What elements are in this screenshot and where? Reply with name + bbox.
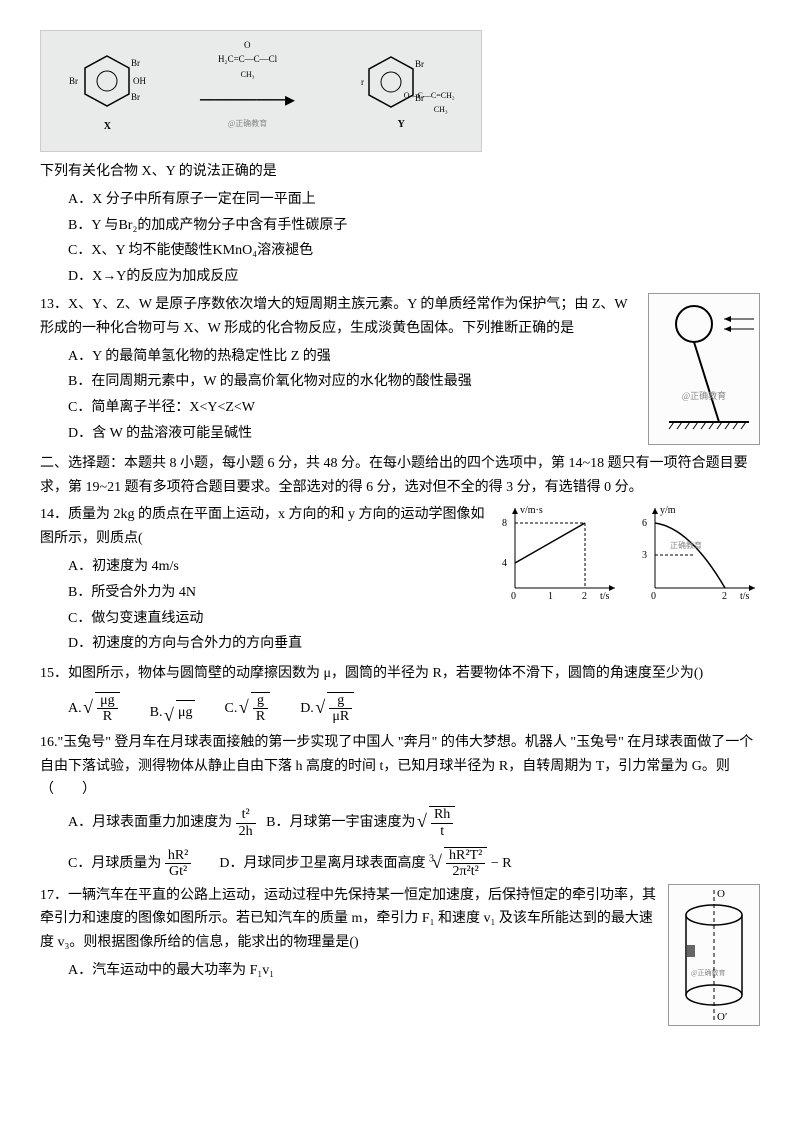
q15-opt-c: C. gR bbox=[225, 692, 271, 725]
q12-c-pre: C．X、Y 均不能使酸性 bbox=[68, 243, 213, 258]
g1-y8: 8 bbox=[502, 518, 507, 529]
reaction-arrow-block: O H₂C=C—C—Cl CH₃ ──────▸ @正确教育 bbox=[200, 52, 295, 130]
q12-c-tail: 溶液褪色 bbox=[257, 243, 313, 258]
q14-opt-d: D．初速度的方向与合外力的方向垂直 bbox=[68, 632, 760, 656]
q16-c-num: hR² bbox=[165, 848, 192, 864]
g1-y4: 4 bbox=[502, 558, 507, 569]
g2-x0: 0 bbox=[651, 591, 656, 602]
q12-opt-d: D．X→Y的反应为加成反应 bbox=[68, 265, 760, 289]
g2-x2: 2 bbox=[722, 591, 727, 602]
q15-opt-b: B. μg bbox=[150, 700, 195, 725]
q12-b-pre: B．Y 与 bbox=[68, 218, 118, 233]
balloon-svg bbox=[649, 294, 759, 444]
q16-c-text: C．月球质量为 bbox=[68, 856, 161, 871]
reagent-sub: CH₃ bbox=[241, 70, 255, 79]
benzene-x-svg: Br Br Br OH bbox=[67, 48, 147, 118]
q17-Op: O′ bbox=[717, 1011, 727, 1023]
q16-a-num: t² bbox=[236, 807, 256, 823]
q13-watermark: @正确教育 bbox=[682, 389, 726, 404]
y-side-text: O—C—C=CH₂ bbox=[404, 91, 455, 100]
q14-graph1: 8 4 0 1 2 v/m·s t/s bbox=[500, 503, 620, 603]
q12-opt-c: C．X、Y 均不能使酸性KMnO₄溶液褪色 bbox=[68, 239, 760, 263]
br-label: Br bbox=[415, 59, 424, 69]
q12-opt-a: A．X 分子中所有原子一定在同一平面上 bbox=[68, 188, 760, 212]
q15-d-num: g bbox=[329, 693, 352, 709]
q12-b-chem: Br₂ bbox=[118, 218, 137, 233]
o-double-bond: O bbox=[244, 38, 251, 53]
q12-options: A．X 分子中所有原子一定在同一平面上 B．Y 与Br₂的加成产物分子中含有手性… bbox=[40, 188, 760, 289]
q17-options: A．汽车运动中的最大功率为 F₁v₁ bbox=[40, 959, 760, 983]
q16-d-text: D．月球同步卫星离月球表面高度 bbox=[219, 856, 425, 871]
q16-a-text: A．月球表面重力加速度为 bbox=[68, 815, 232, 830]
reagent-text: H₂C=C—C—Cl bbox=[218, 54, 277, 64]
g2-xlabel: t/s bbox=[740, 591, 750, 602]
q12-c-chem: KMnO₄ bbox=[213, 243, 258, 258]
q17-opt-a: A．汽车运动中的最大功率为 F₁v₁ bbox=[68, 959, 760, 983]
q17-figure: O O′ @正确教育 bbox=[668, 884, 760, 1026]
y-label: Y bbox=[398, 116, 405, 133]
q16-opt-ab: A．月球表面重力加速度为 t²2h B．月球第一宇宙速度为 Rht bbox=[68, 806, 760, 839]
br-label: Br bbox=[131, 58, 140, 68]
q13-figure: @正确教育 bbox=[648, 293, 760, 445]
q15-d-label: D. bbox=[300, 701, 314, 716]
q12-stem: 下列有关化合物 X、Y 的说法正确的是 bbox=[40, 160, 760, 184]
g1-x2: 2 bbox=[582, 591, 587, 602]
q15-a-num: μg bbox=[97, 693, 118, 709]
q16-stem: 16."玉兔号" 登月车在月球表面接触的第一步实现了中国人 "奔月" 的伟大梦想… bbox=[40, 731, 760, 802]
q16-opt-cd: C．月球质量为 hR²Gt² D．月球同步卫星离月球表面高度 3hR²T²2π²… bbox=[68, 847, 760, 880]
q15-stem: 15．如图所示，物体与圆筒壁的动摩擦因数为 μ，圆筒的半径为 R，若要物体不滑下… bbox=[40, 662, 760, 686]
q17-watermark: @正确教育 bbox=[691, 968, 725, 977]
x-label: X bbox=[104, 118, 111, 135]
q14-graphs: 8 4 0 1 2 v/m·s t/s 6 3 0 2 y/m bbox=[500, 503, 760, 603]
chemistry-reaction-figure: Br Br Br OH X O H₂C=C—C—Cl CH₃ ──────▸ @… bbox=[40, 30, 482, 152]
g2-ylabel: y/m bbox=[660, 505, 676, 516]
br-label: Br bbox=[361, 77, 364, 87]
molecule-x: Br Br Br OH X bbox=[67, 48, 147, 135]
q16-b-text: B．月球第一宇宙速度为 bbox=[266, 815, 415, 830]
y-sub-text: CH₃ bbox=[404, 105, 448, 114]
q16-d-den: 2π²t² bbox=[446, 864, 485, 879]
oh-label: OH bbox=[133, 76, 146, 86]
q16-c-den: Gt² bbox=[165, 864, 192, 879]
q14-opt-c: C．做匀变速直线运动 bbox=[68, 607, 760, 631]
q15-opt-a: A. μgR bbox=[68, 692, 120, 725]
g2-watermark: 正确教育 bbox=[670, 540, 702, 550]
q17-stem: 17．一辆汽车在平直的公路上运动，运动过程中先保持某一恒定加速度，后保持恒定的牵… bbox=[40, 884, 760, 955]
watermark-text: @正确教育 bbox=[200, 117, 295, 131]
q15-b-label: B. bbox=[150, 705, 163, 720]
g2-y3: 3 bbox=[642, 550, 647, 561]
q15-a-den: R bbox=[97, 709, 118, 724]
q16-d-num: hR²T² bbox=[446, 848, 485, 864]
q16-options: A．月球表面重力加速度为 t²2h B．月球第一宇宙速度为 Rht C．月球质量… bbox=[40, 806, 760, 880]
g1-x1: 1 bbox=[548, 591, 553, 602]
q15-c-den: R bbox=[253, 709, 268, 724]
q14-graph2: 6 3 0 2 y/m t/s 正确教育 bbox=[640, 503, 760, 603]
q15-options: A. μgR B. μg C. gR D. gμR bbox=[40, 692, 760, 725]
q15-a-label: A. bbox=[68, 701, 82, 716]
reaction-arrow: ──────▸ bbox=[200, 83, 295, 117]
q15-b-rad: μg bbox=[176, 700, 195, 725]
q15-c-num: g bbox=[253, 693, 268, 709]
br-label: Br bbox=[69, 76, 78, 86]
section2-header: 二、选择题：本题共 8 小题，每小题 6 分，共 48 分。在每小题给出的四个选… bbox=[40, 452, 760, 500]
q15-opt-d: D. gμR bbox=[300, 692, 354, 725]
g1-xlabel: t/s bbox=[600, 591, 610, 602]
q17-O: O bbox=[717, 888, 725, 900]
g2-y6: 6 bbox=[642, 518, 647, 529]
br-label: Br bbox=[131, 92, 140, 102]
q12-b-tail: 的加成产物分子中含有手性碳原子 bbox=[137, 218, 347, 233]
q16-b-den: t bbox=[431, 824, 453, 839]
g1-ylabel: v/m·s bbox=[520, 505, 543, 516]
g1-x0: 0 bbox=[511, 591, 516, 602]
q16-d-tail: − R bbox=[487, 856, 511, 871]
q15-c-label: C. bbox=[225, 701, 238, 716]
q16-b-num: Rh bbox=[431, 807, 453, 823]
q12-opt-b: B．Y 与Br₂的加成产物分子中含有手性碳原子 bbox=[68, 214, 760, 238]
q16-a-den: 2h bbox=[236, 824, 256, 839]
q15-d-den: μR bbox=[329, 709, 352, 724]
molecule-y: Br Br Br O—C—C=CH₂ CH₃ Y bbox=[348, 49, 455, 133]
